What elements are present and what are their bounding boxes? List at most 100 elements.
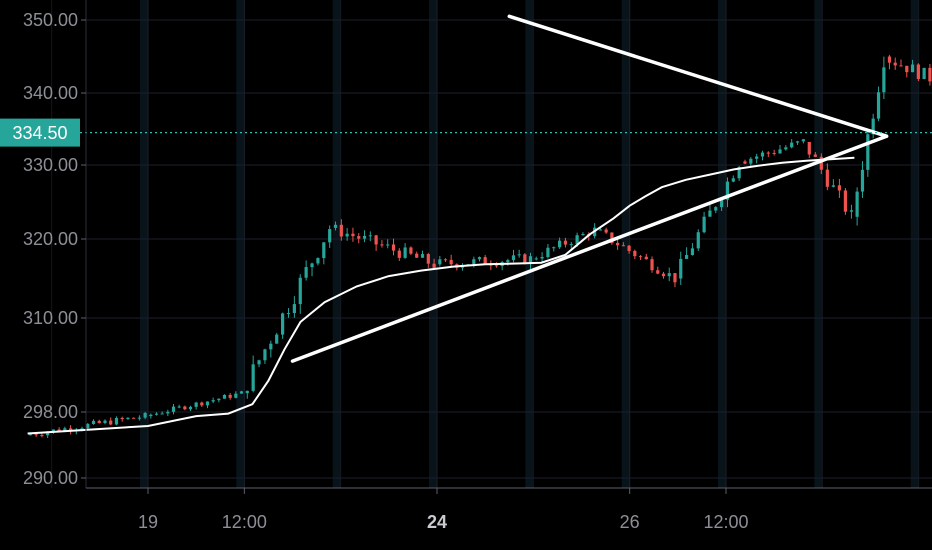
session-band: [814, 0, 823, 488]
candle-body: [517, 254, 521, 256]
candle-body: [819, 156, 823, 170]
candle-body: [362, 235, 367, 239]
candle-body: [523, 254, 527, 264]
candle-body: [714, 207, 718, 211]
candle-body: [887, 56, 892, 63]
candle-body: [598, 229, 603, 231]
candle-body: [795, 141, 800, 143]
candle-body: [546, 247, 550, 257]
candle-body: [68, 428, 73, 431]
candle-body: [205, 401, 210, 406]
session-band: [332, 0, 341, 488]
candle-body: [801, 139, 805, 142]
candle-body: [656, 270, 660, 274]
x-tick-label: 24: [427, 512, 447, 532]
candle-body: [866, 134, 870, 170]
candle-body: [28, 434, 33, 436]
candle-body: [245, 390, 249, 394]
candle-body: [200, 402, 204, 406]
candle-body: [552, 247, 556, 249]
candle-body: [610, 232, 614, 243]
candle-body: [472, 259, 476, 265]
trendlines[interactable]: [290, 14, 889, 363]
candle-body: [143, 412, 147, 418]
candle-body: [34, 434, 38, 436]
candle-body: [263, 349, 267, 361]
candle-body: [126, 417, 130, 420]
trendline: [290, 134, 889, 363]
candle-body: [743, 161, 747, 164]
x-tick-label: 19: [138, 512, 158, 532]
candle-body: [483, 257, 487, 265]
candle-body: [905, 65, 909, 73]
candle-body: [720, 199, 724, 208]
y-tick-label: 320.00: [23, 229, 78, 249]
candle-body: [899, 65, 903, 67]
candle-body: [511, 255, 516, 261]
candle-body: [813, 154, 817, 157]
moving-average: [27, 156, 855, 435]
session-band: [236, 0, 245, 488]
x-axis[interactable]: 19 12:00 24 26 12:00: [86, 487, 932, 532]
candle-body: [137, 417, 141, 419]
candle-body: [778, 149, 782, 154]
candle-body: [432, 263, 436, 268]
candle-body: [420, 254, 425, 258]
y-tick-label: 310.00: [23, 308, 78, 328]
candle-body: [380, 244, 384, 246]
candle-body: [621, 245, 625, 247]
candle-body: [563, 240, 568, 245]
candle-body: [397, 250, 401, 258]
candle-body: [772, 152, 776, 154]
candle-body: [737, 166, 741, 179]
session-band: [717, 0, 726, 488]
candle-body: [217, 398, 221, 401]
candle-body: [386, 244, 390, 246]
candle-body: [882, 67, 886, 93]
x-tick-label: 12:00: [222, 512, 267, 532]
x-tick-label: 26: [620, 512, 640, 532]
candle-body: [749, 158, 753, 164]
candle-body: [310, 263, 314, 268]
candle-body: [569, 244, 573, 246]
candle-body: [506, 260, 510, 263]
candle-body: [109, 420, 113, 425]
candle-body: [922, 67, 926, 80]
candle-body: [149, 414, 153, 417]
candle-body: [132, 417, 136, 419]
candle-body: [426, 254, 430, 264]
candle-body: [893, 62, 897, 66]
candle-body: [316, 258, 320, 264]
session-band: [525, 0, 534, 488]
candle-body: [690, 248, 695, 256]
candle-body: [837, 185, 841, 191]
candle-body: [409, 247, 413, 254]
candle-body: [766, 152, 770, 154]
candle-body: [673, 273, 677, 283]
candle-body: [194, 402, 198, 407]
session-band: [621, 0, 630, 488]
candle-body: [357, 236, 361, 239]
candle-body: [702, 216, 706, 233]
candle-body: [211, 400, 215, 402]
candle-body: [298, 277, 302, 305]
candle-body: [633, 250, 637, 257]
candle-body: [328, 229, 332, 243]
candle-body: [46, 432, 50, 436]
candle-body: [871, 118, 875, 135]
candle-body: [234, 393, 238, 398]
candle-body: [627, 245, 631, 251]
candle-body: [345, 233, 349, 237]
candle-body: [154, 413, 159, 415]
candle-body: [222, 394, 227, 399]
y-axis[interactable]: 350.00 340.00 330.00 320.00 310.00 298.00 290.…: [23, 0, 87, 488]
x-tick-label: 12:00: [703, 512, 748, 532]
candle-body: [849, 210, 854, 212]
y-tick-label: 298.00: [23, 402, 78, 422]
candle-body: [807, 141, 811, 155]
trendline: [507, 14, 889, 138]
candle-body: [644, 256, 648, 260]
candle-body: [667, 273, 671, 277]
candle-body: [171, 406, 176, 412]
